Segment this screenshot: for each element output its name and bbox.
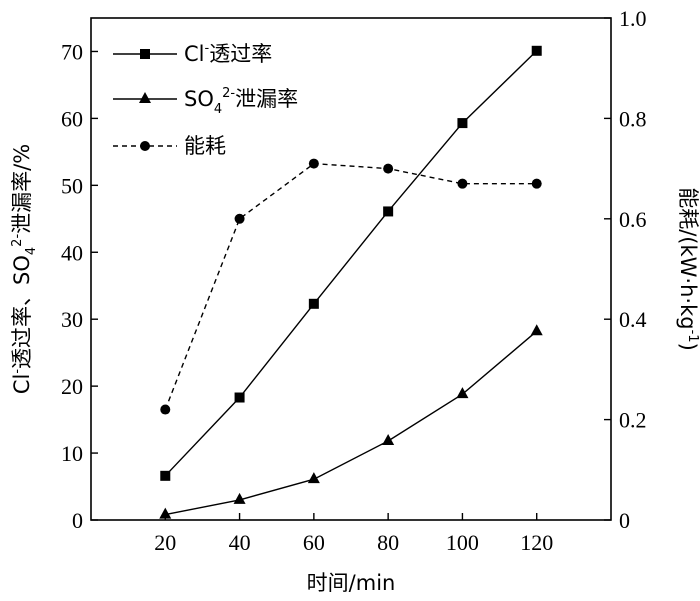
left-axis-ticks: 0 10 20 30 40 50 60 70 (61, 39, 98, 533)
right-tick-label: 0.6 (619, 207, 647, 232)
legend-item-cl: Cl-透过率 (113, 41, 272, 66)
left-tick-label: 40 (61, 240, 83, 265)
left-y-axis-title: Cl-透过率、SO42-泄漏率/% (10, 144, 39, 394)
legend: Cl-透过率 SO42-泄漏率 能耗 (113, 41, 298, 158)
data-point-energy (457, 178, 468, 189)
right-tick-label: 0.8 (619, 106, 647, 131)
x-tick-label: 100 (446, 530, 479, 555)
data-point-cl (457, 118, 468, 129)
data-point-cl (160, 470, 171, 481)
data-point-energy (234, 213, 245, 224)
legend-label-so4: SO42-泄漏率 (184, 86, 298, 117)
right-tick-label: 0.2 (619, 408, 647, 433)
x-tick-label: 120 (520, 530, 553, 555)
legend-label-energy: 能耗 (184, 134, 226, 158)
data-point-so4 (382, 434, 395, 446)
legend-marker-so4 (139, 92, 151, 103)
x-tick-label: 60 (303, 530, 325, 555)
right-axis-ticks: 0 0.2 0.4 0.6 0.8 1.0 (604, 6, 647, 533)
left-tick-label: 10 (61, 441, 83, 466)
bottom-axis-ticks: 20 40 60 80 100 120 (154, 513, 553, 555)
legend-label-cl: Cl-透过率 (184, 41, 272, 66)
data-point-so4 (233, 492, 246, 504)
legend-item-so4: SO42-泄漏率 (113, 86, 298, 117)
series-cl (160, 45, 542, 481)
right-tick-label: 0 (619, 508, 630, 533)
left-tick-label: 20 (61, 374, 83, 399)
data-point-cl (234, 392, 245, 403)
legend-marker-cl (140, 49, 150, 59)
right-tick-label: 1.0 (619, 6, 647, 31)
data-point-energy (531, 178, 542, 189)
x-tick-label: 40 (229, 530, 251, 555)
data-point-so4 (530, 324, 543, 336)
series-line-so4 (165, 330, 538, 516)
x-tick-label: 80 (377, 530, 399, 555)
series-energy (160, 158, 542, 415)
right-y-axis-title: 能耗/(kW·h·kg-1) (676, 187, 700, 351)
plot-frame (90, 17, 612, 521)
series-line-cl (164, 50, 538, 477)
data-point-energy (308, 158, 319, 169)
data-point-so4 (159, 507, 172, 519)
series-so4 (159, 324, 543, 519)
left-tick-label: 70 (61, 39, 83, 64)
right-tick-label: 0.4 (619, 307, 647, 332)
data-point-cl (308, 298, 319, 309)
x-tick-label: 20 (154, 530, 176, 555)
series-line-energy (164, 162, 537, 410)
left-tick-label: 50 (61, 173, 83, 198)
series-layer (159, 45, 543, 519)
data-point-cl (383, 206, 394, 217)
data-point-so4 (307, 472, 320, 484)
legend-marker-energy (140, 141, 150, 151)
data-point-so4 (456, 387, 469, 399)
left-tick-label: 0 (72, 508, 83, 533)
left-tick-label: 30 (61, 307, 83, 332)
data-point-energy (383, 163, 394, 174)
data-point-energy (160, 404, 171, 415)
left-tick-label: 60 (61, 106, 83, 131)
legend-item-energy: 能耗 (113, 134, 226, 158)
x-axis-title: 时间/min (307, 571, 396, 595)
data-point-cl (531, 45, 542, 56)
